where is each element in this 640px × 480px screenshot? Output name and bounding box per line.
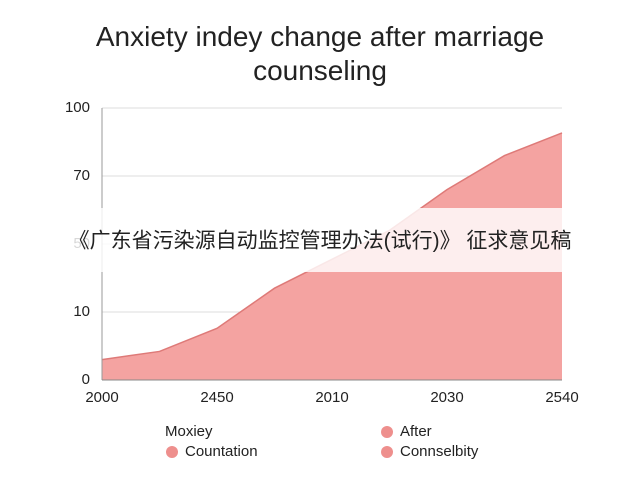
legend-label: Moxiey (165, 423, 213, 440)
legend-label: Countation (185, 443, 258, 460)
legend-item: Countation (166, 443, 258, 460)
legend-marker (381, 426, 393, 438)
legend-item: After (381, 423, 432, 440)
x-tick-label: 2010 (315, 389, 348, 406)
legend-item: Moxiey (165, 423, 213, 440)
legend-label: Connselbity (400, 443, 479, 460)
x-tick-label: 2030 (430, 389, 463, 406)
area (102, 132, 562, 380)
chart-title: Anxiety indey change after marriage coun… (95, 21, 545, 86)
y-tick-label: 100 (65, 99, 90, 116)
y-tick-label: 10 (73, 303, 90, 320)
legend-marker (381, 446, 393, 458)
y-tick-label: 0 (82, 371, 90, 388)
legend-label: After (400, 423, 432, 440)
x-tick-label: 2000 (85, 389, 118, 406)
banner-text: 《广东省污染源自动监控管理办法(试行)》 征求意见稿 (69, 230, 572, 253)
legend-marker (166, 446, 178, 458)
x-tick-label: 2540 (545, 389, 578, 406)
legend-item: Connselbity (381, 443, 479, 460)
banner-background (0, 208, 640, 272)
y-tick-label: 70 (73, 167, 90, 184)
x-tick-label: 2450 (200, 389, 233, 406)
